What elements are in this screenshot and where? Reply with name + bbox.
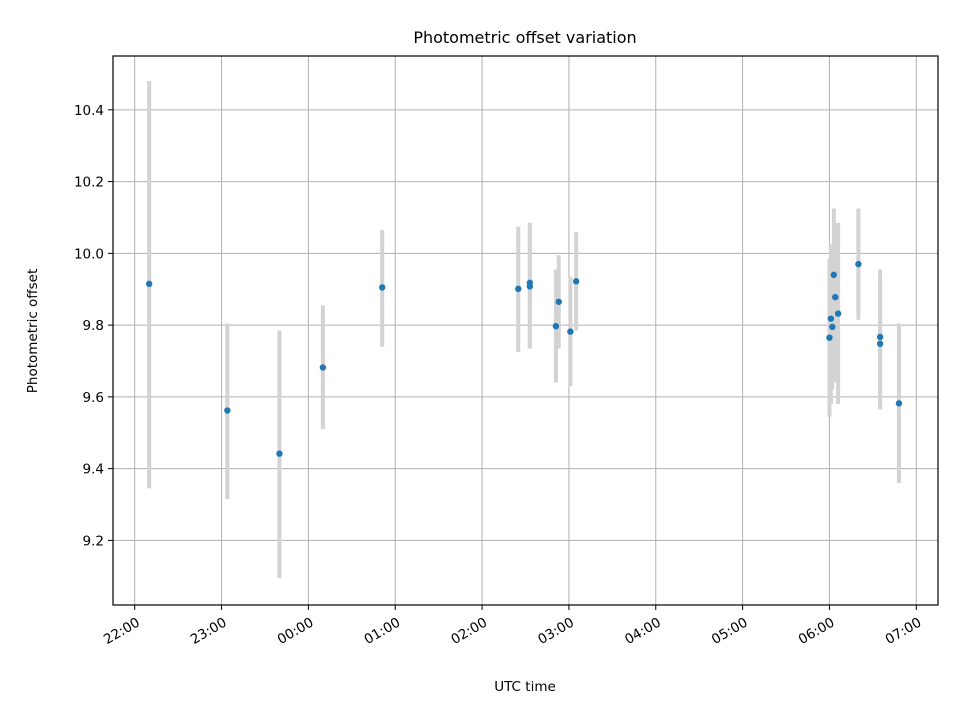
y-tick-label: 9.2: [83, 533, 104, 549]
data-point: [555, 298, 562, 305]
data-point: [526, 283, 534, 290]
y-tick-label: 9.6: [83, 390, 104, 406]
data-point: [832, 293, 839, 301]
y-tick-label: 9.8: [83, 318, 104, 334]
data-point: [276, 450, 283, 457]
data-point: [855, 260, 862, 268]
data-point: [379, 284, 386, 291]
point-layer: [145, 260, 903, 457]
data-point: [829, 323, 836, 331]
y-axis-label: Photometric offset: [25, 269, 41, 393]
data-point: [826, 334, 833, 341]
y-tick-label: 10.2: [74, 175, 104, 191]
data-point: [830, 271, 837, 279]
data-point: [895, 400, 903, 407]
y-tick-label: 9.4: [83, 462, 104, 478]
data-point: [515, 285, 522, 293]
data-point: [876, 340, 884, 347]
y-tick-label: 10.4: [74, 103, 104, 119]
x-axis-label: UTC time: [494, 679, 556, 695]
data-point: [572, 278, 580, 285]
data-point: [224, 407, 231, 414]
chart-title: Photometric offset variation: [413, 28, 636, 47]
data-point: [567, 328, 574, 335]
plot-frame: [112, 55, 939, 606]
data-point: [319, 364, 327, 371]
data-point: [834, 310, 842, 317]
data-point: [876, 333, 884, 341]
data-point: [552, 322, 560, 330]
data-point: [145, 280, 153, 288]
data-point: [827, 315, 835, 322]
y-tick-label: 10.0: [74, 246, 104, 262]
